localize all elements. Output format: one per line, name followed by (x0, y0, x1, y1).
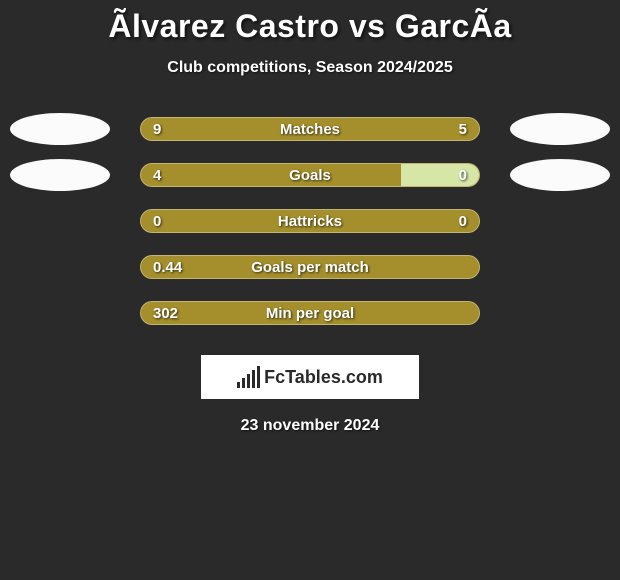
comparison-widget: Ãlvarez Castro vs GarcÃa Club competitio… (0, 0, 620, 435)
stat-label: Hattricks (141, 210, 479, 233)
stat-label: Min per goal (141, 302, 479, 325)
stat-rows: 9Matches54Goals00Hattricks00.44Goals per… (0, 117, 620, 325)
subtitle: Club competitions, Season 2024/2025 (0, 59, 620, 77)
player-avatar-right (510, 113, 610, 145)
logo-bar-segment (247, 374, 250, 388)
date-label: 23 november 2024 (0, 417, 620, 435)
stat-bar-track: 4Goals0 (140, 163, 480, 187)
stat-row: 0.44Goals per match (0, 255, 620, 279)
stat-label: Matches (141, 118, 479, 141)
logo-bar-segment (257, 366, 260, 388)
logo-text: FcTables.com (264, 367, 383, 388)
logo-bars-icon (237, 366, 260, 388)
page-title: Ãlvarez Castro vs GarcÃa (0, 8, 620, 45)
stat-value-right: 5 (459, 118, 467, 141)
logo-bar-segment (242, 378, 245, 388)
stat-label: Goals per match (141, 256, 479, 279)
logo-box: FcTables.com (201, 355, 419, 399)
stat-row: 4Goals0 (0, 163, 620, 187)
stat-row: 0Hattricks0 (0, 209, 620, 233)
stat-row: 9Matches5 (0, 117, 620, 141)
player-avatar-left (10, 159, 110, 191)
stat-row: 302Min per goal (0, 301, 620, 325)
player-avatar-left (10, 113, 110, 145)
logo-bar-segment (252, 370, 255, 388)
stat-value-right: 0 (459, 210, 467, 233)
stat-bar-track: 302Min per goal (140, 301, 480, 325)
logo: FcTables.com (237, 366, 383, 388)
player-avatar-right (510, 159, 610, 191)
stat-bar-track: 0.44Goals per match (140, 255, 480, 279)
stat-label: Goals (141, 164, 479, 187)
stat-bar-track: 0Hattricks0 (140, 209, 480, 233)
stat-bar-track: 9Matches5 (140, 117, 480, 141)
stat-value-right: 0 (459, 164, 467, 187)
logo-bar-segment (237, 382, 240, 388)
